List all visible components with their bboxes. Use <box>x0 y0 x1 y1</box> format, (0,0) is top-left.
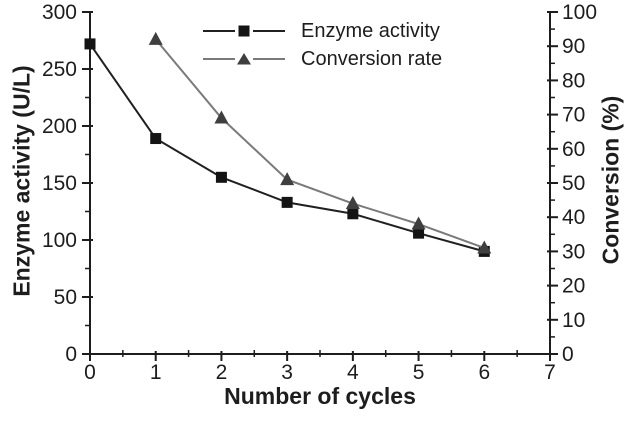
right-axis-tick-label: 100 <box>562 1 597 24</box>
right-axis-tick-label: 90 <box>562 35 585 58</box>
x-axis-title: Number of cycles <box>224 383 416 409</box>
left-axis-tick-label: 150 <box>42 172 77 195</box>
x-axis-tick-label: 0 <box>84 361 96 384</box>
right-axis-tick-label: 60 <box>562 138 585 161</box>
left-axis-tick-label: 250 <box>42 58 77 81</box>
series-conversion-rate <box>148 31 492 254</box>
legend-item-enzyme-activity: Enzyme activity <box>202 17 442 45</box>
right-axis-tick-label: 10 <box>562 309 585 332</box>
x-axis-tick-label: 1 <box>150 361 162 384</box>
right-axis-tick-label: 80 <box>562 69 585 92</box>
legend-label-conversion-rate: Conversion rate <box>301 48 443 70</box>
triangle-marker-icon <box>280 172 295 186</box>
right-axis-tick-label: 30 <box>562 240 585 263</box>
legend-key-triangle-marker-icon <box>203 53 285 65</box>
legend-label-enzyme-activity: Enzyme activity <box>301 20 440 42</box>
triangle-marker-icon <box>345 196 360 210</box>
square-marker-icon <box>413 227 425 239</box>
right-axis-tick-label: 0 <box>562 343 574 366</box>
left-axis-tick-label: 300 <box>42 1 77 24</box>
left-axis-tick-label: 50 <box>54 286 77 309</box>
square-marker-icon <box>84 38 96 50</box>
legend: Enzyme activity Conversion rate <box>202 17 442 73</box>
series-line <box>154 38 485 249</box>
right-axis-tick-label: 70 <box>562 104 585 127</box>
x-axis-tick-label: 2 <box>216 361 228 384</box>
left-axis-tick-label: 0 <box>65 343 77 366</box>
x-axis-tick-label: 6 <box>478 361 490 384</box>
left-axis-tick-label: 100 <box>42 229 77 252</box>
x-axis-tick-label: 4 <box>347 361 359 384</box>
right-axis-tick-label: 50 <box>562 172 585 195</box>
right-axis-title: Conversion (%) <box>597 95 624 265</box>
square-marker-icon <box>215 171 227 183</box>
square-marker-icon <box>281 196 293 208</box>
x-axis-tick-label: 7 <box>544 361 556 384</box>
left-axis-tick-label: 200 <box>42 115 77 138</box>
right-axis-tick-label: 40 <box>562 206 585 229</box>
left-axis-title: Enzyme activity (U/L) <box>8 65 35 297</box>
triangle-marker-icon <box>477 240 492 254</box>
square-marker-icon <box>150 133 162 145</box>
x-axis-tick-label: 3 <box>281 361 293 384</box>
triangle-marker-icon <box>148 31 163 45</box>
legend-item-conversion-rate: Conversion rate <box>202 45 442 73</box>
right-axis-tick-label: 20 <box>562 275 585 298</box>
legend-key-square-marker-icon <box>203 25 285 37</box>
triangle-marker-icon <box>214 110 229 124</box>
square-marker-icon <box>347 208 359 220</box>
series-line <box>89 43 485 253</box>
x-axis-tick-label: 5 <box>413 361 425 384</box>
triangle-marker-icon <box>411 216 426 230</box>
